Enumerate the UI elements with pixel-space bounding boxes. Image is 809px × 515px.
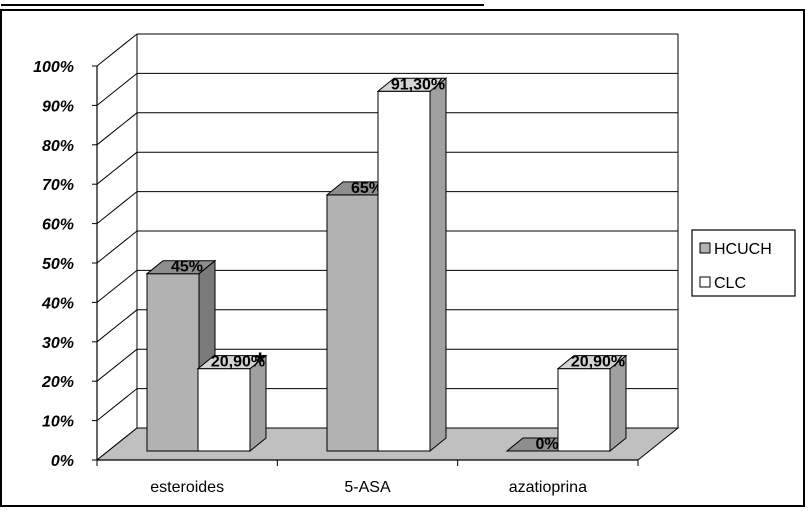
legend-label-clc: CLC [714,275,746,292]
left-wall-gridline [96,33,138,67]
y-tick-label: 100% [33,59,74,76]
x-tick-label: esteroides [150,479,224,496]
left-wall-gridline [96,191,138,224]
bar-front-face [326,194,380,452]
bar-top-face [196,355,268,370]
bar-clc-5-asa [376,77,448,453]
data-label: 45% [171,259,203,276]
bar-front-face [197,368,251,452]
y-tick-label: 0% [51,453,74,470]
x-tick-label: 5-ASA [344,479,391,496]
left-wall-gridline [96,230,138,264]
left-wall-gridline [96,151,138,185]
left-wall-gridline [96,309,138,343]
left-wall-gridline [96,112,138,146]
left-wall-gridline [96,348,138,382]
legend-swatch-hcuch [699,242,711,254]
bar-side-face [429,77,447,453]
y-tick-label: 60% [42,217,74,234]
y-tick-label: 90% [42,98,74,115]
y-tick-label: 80% [42,138,74,155]
left-wall-gridline [96,270,138,303]
bar-front-face [146,273,200,452]
plot-area: 0% 10% 20% 30% 40% 50% 60% 70% 80% 90% 100% esteroi… [33,33,680,496]
bar-top-face [145,260,217,275]
data-label: 20,90% [211,354,265,371]
data-label: 91,30% [391,76,445,93]
y-tick-label: 10% [42,414,74,431]
bar-top-face [376,77,448,92]
y-tick-label: 70% [42,177,74,194]
y-tick-label: 50% [42,256,74,273]
data-label: 65% [351,180,383,197]
legend-label-hcuch: HCUCH [714,241,772,258]
left-wall-gridline [96,388,138,421]
bar-clc-esteroides [196,354,268,453]
y-tick-label: 30% [42,335,74,352]
legend-swatch-clc [699,276,711,288]
y-tick-label: 20% [41,374,74,391]
bar-front-face [377,90,431,452]
x-tick-label: azatioprina [509,479,587,496]
bar-front-face [557,368,611,452]
left-wall-gridline [96,73,138,106]
data-label: 0% [535,436,558,453]
y-tick-label: 40% [41,295,74,312]
bar-top-face [556,355,628,370]
data-label: 20,90% [571,354,625,371]
bar-clc-azatioprina [556,354,628,453]
significance-marker: * [255,347,266,377]
legend: HCUCH CLC [691,229,796,297]
